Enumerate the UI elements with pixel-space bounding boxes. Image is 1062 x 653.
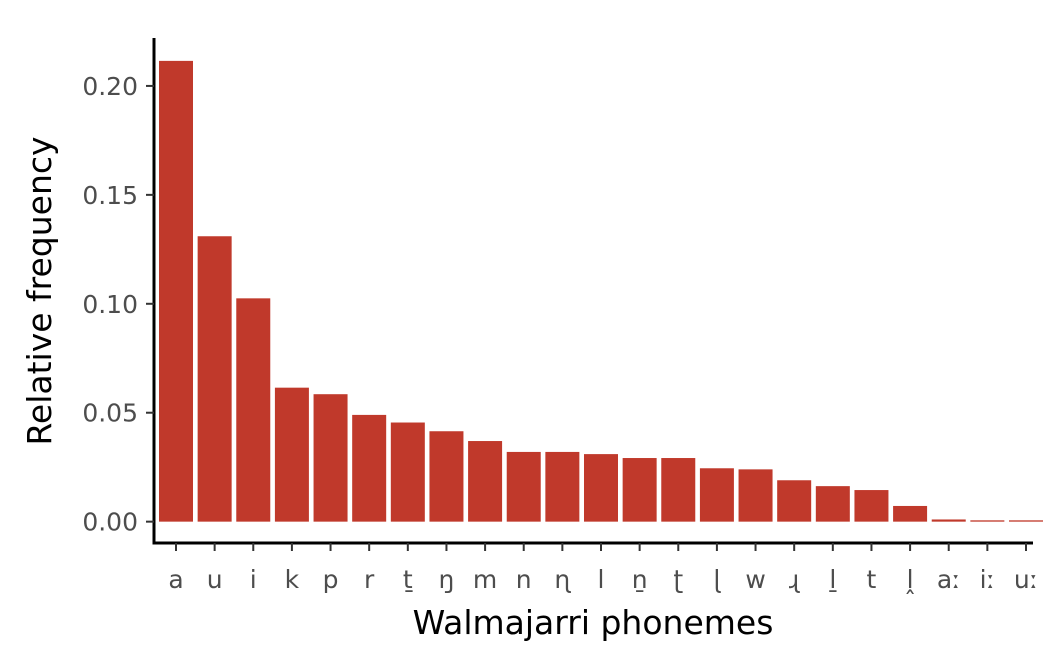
bar-6 (352, 414, 387, 522)
x-tick-label: ṯ (403, 565, 413, 594)
x-tick-label: ɳ (554, 565, 571, 594)
x-tick-label: t (867, 565, 877, 594)
bar-1 (159, 60, 193, 522)
x-tick-label: iː (980, 565, 995, 594)
y-tick-label: 0.20 (82, 72, 138, 101)
x-tick-label: r (364, 565, 375, 594)
x-tick-label: p (323, 565, 339, 594)
bar-2 (197, 236, 232, 522)
x-tick-label: ɭ (713, 565, 721, 594)
x-tick-label: n (516, 565, 532, 594)
y-axis-title: Relative frequency (20, 136, 59, 445)
bar-14 (661, 458, 696, 522)
x-tick-label: ḻ (828, 565, 837, 594)
y-tick-label: 0.05 (82, 399, 138, 428)
x-tick-label: a (168, 565, 183, 594)
x-tick-label: ʈ (673, 565, 683, 594)
bar-8 (429, 431, 464, 522)
x-tick-label: aː (937, 565, 961, 594)
bar-13 (622, 458, 657, 522)
bar-12 (584, 454, 618, 522)
y-tick-label: 0.00 (82, 508, 138, 537)
x-tick-label: uː (1014, 565, 1038, 594)
bar-18 (815, 486, 850, 522)
x-tick-label: ṉ (632, 565, 648, 594)
bar-23 (1009, 520, 1043, 522)
bar-19 (854, 490, 889, 522)
y-tick-label: 0.10 (82, 290, 138, 319)
x-tick-label: ɻ (789, 565, 800, 594)
x-tick-label: ḽ (906, 565, 915, 594)
bar-3 (236, 298, 271, 522)
bar-16 (738, 469, 773, 522)
x-tick-label: k (285, 565, 300, 594)
bars-group (159, 60, 1043, 522)
bar-11 (545, 451, 580, 522)
bar-20 (893, 505, 928, 522)
y-tick-label: 0.15 (82, 181, 138, 210)
x-axis: a u i k p r ṯ ŋ m n ɳ l ṉ ʈ ɭ w ɻ ḻ t ḽ aː iː uː (152, 541, 1038, 594)
bar-15 (699, 468, 734, 522)
bar-10 (506, 451, 541, 522)
x-tick-label: w (745, 565, 765, 594)
bar-22 (970, 520, 1005, 522)
bar-17 (777, 480, 812, 522)
x-tick-label: ŋ (439, 565, 455, 594)
x-tick-label: u (207, 565, 223, 594)
bar-4 (274, 387, 309, 522)
y-axis: 0.00 0.05 0.10 0.15 0.20 (82, 38, 156, 545)
x-axis-title: Walmajarri phonemes (413, 603, 774, 642)
x-tick-label: m (473, 565, 497, 594)
bar-5 (313, 394, 348, 522)
bar-9 (468, 441, 503, 522)
bar-7 (390, 422, 425, 522)
x-tick-label: l (598, 565, 605, 594)
bar-21 (931, 519, 966, 522)
x-tick-label: i (250, 565, 257, 594)
